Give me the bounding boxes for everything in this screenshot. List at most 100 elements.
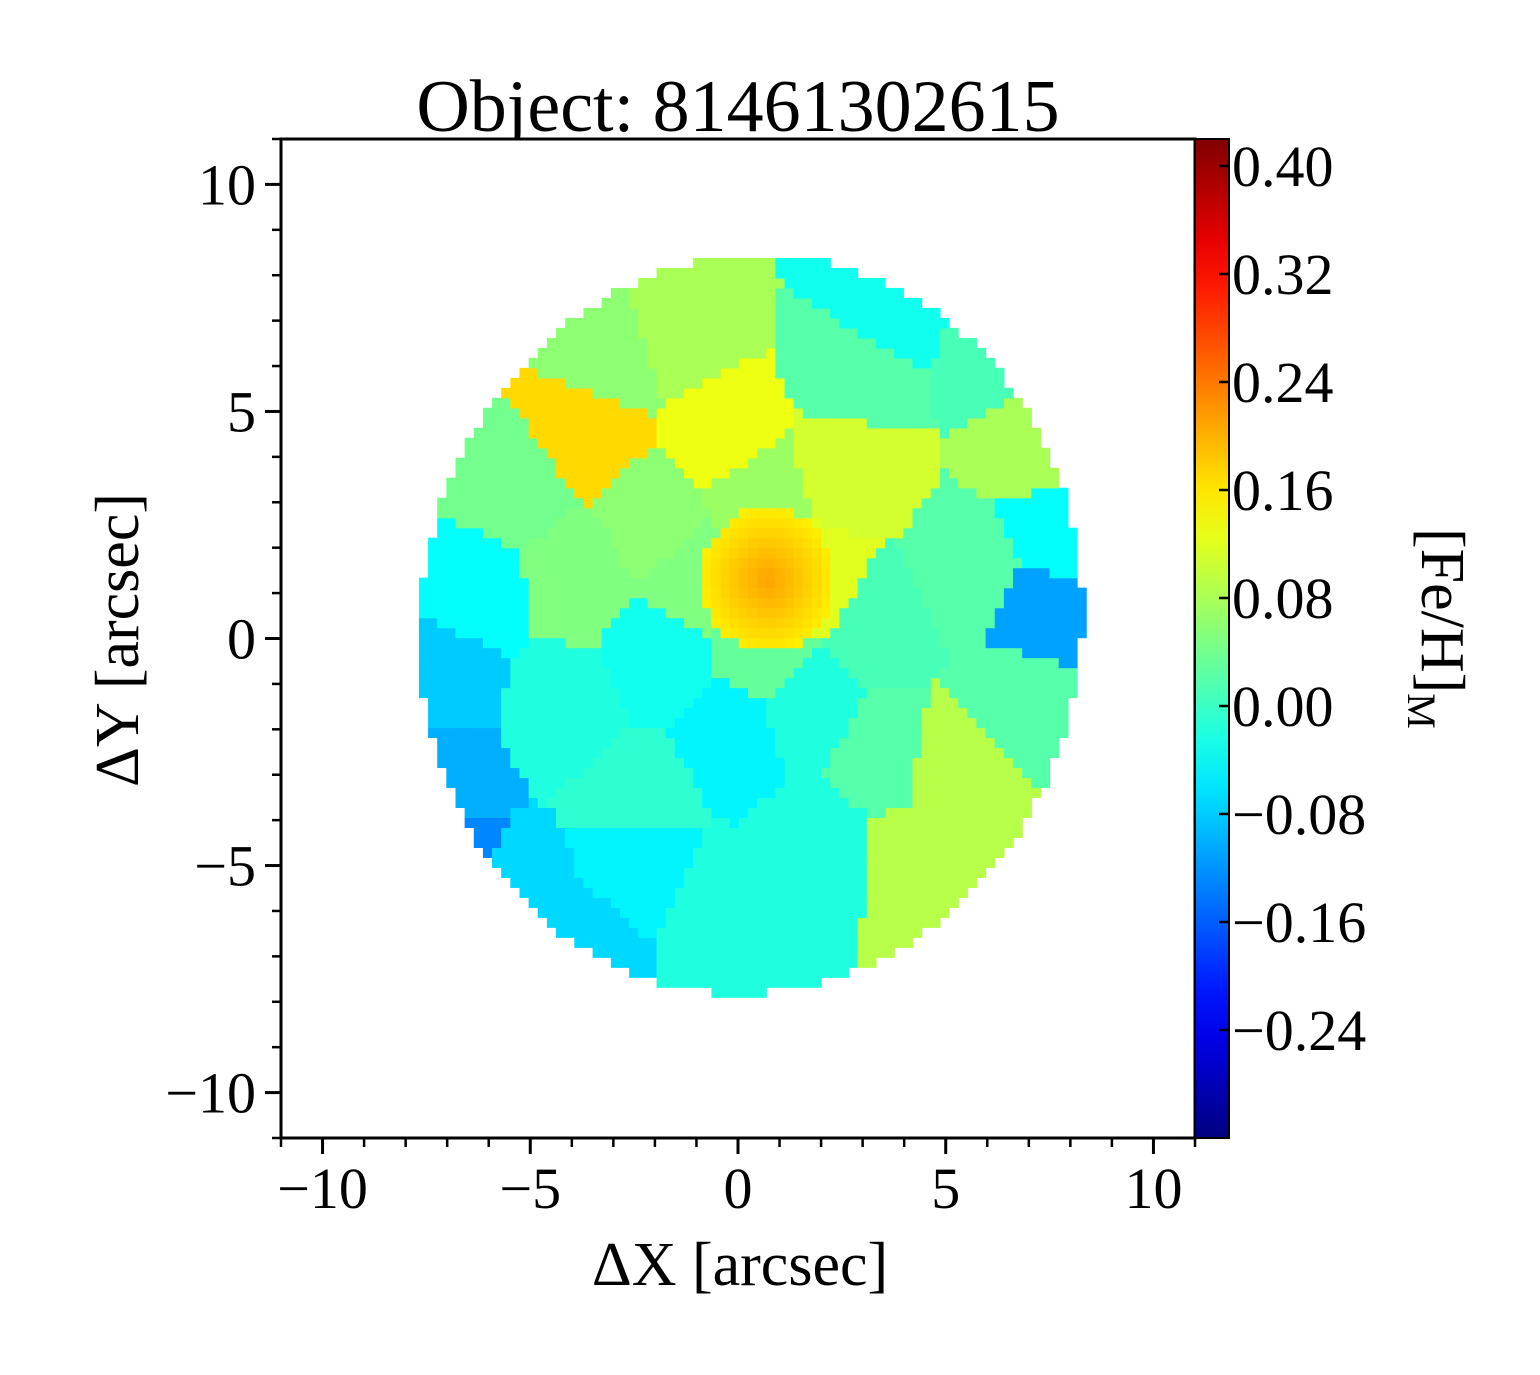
map-pixel (912, 927, 923, 938)
map-pixel (446, 707, 457, 719)
map-pixel (784, 907, 795, 918)
map-pixel (1058, 647, 1069, 659)
map-pixel (930, 397, 941, 409)
map-pixel (930, 517, 941, 529)
map-pixel (757, 577, 767, 589)
map-pixel (976, 667, 987, 679)
map-pixel (683, 767, 694, 779)
map-pixel (592, 767, 603, 779)
map-pixel (1040, 587, 1051, 599)
map-pixel (674, 967, 685, 978)
map-pixel (830, 357, 840, 369)
map-pixel (894, 607, 904, 619)
map-pixel (821, 707, 831, 719)
map-pixel (565, 647, 575, 659)
map-pixel (583, 347, 594, 359)
map-pixel (565, 397, 575, 409)
map-pixel (674, 497, 685, 509)
map-pixel (830, 797, 840, 809)
map-pixel (1022, 497, 1032, 509)
map-pixel (766, 287, 776, 299)
map-pixel (546, 837, 557, 848)
map-pixel (729, 337, 740, 349)
map-pixel (583, 877, 594, 888)
map-pixel (784, 417, 795, 429)
map-pixel (464, 647, 475, 659)
map-pixel (912, 807, 923, 819)
map-pixel (592, 927, 603, 938)
map-pixel (939, 627, 950, 639)
map-pixel (683, 277, 694, 289)
map-pixel (610, 877, 621, 888)
map-pixel (428, 597, 438, 609)
map-pixel (1049, 627, 1060, 639)
map-pixel (592, 487, 603, 499)
map-pixel (757, 567, 767, 579)
map-pixel (1031, 707, 1042, 719)
map-pixel (958, 437, 968, 449)
map-pixel (473, 787, 484, 799)
map-pixel (556, 657, 566, 669)
map-pixel (629, 447, 639, 459)
map-pixel (702, 487, 713, 499)
map-pixel (738, 857, 749, 868)
colorbar-tick-label: −0.08 (1232, 782, 1366, 847)
map-pixel (702, 297, 713, 309)
map-pixel (885, 287, 895, 299)
map-pixel (885, 917, 895, 928)
map-pixel (693, 577, 703, 589)
map-pixel (565, 327, 575, 339)
map-pixel (994, 437, 1005, 449)
map-pixel (674, 517, 685, 529)
map-pixel (629, 487, 639, 499)
map-pixel (546, 527, 557, 539)
map-pixel (811, 877, 822, 888)
map-pixel (629, 827, 639, 838)
map-pixel (546, 497, 557, 509)
map-pixel (629, 837, 639, 848)
map-pixel (894, 587, 904, 599)
map-pixel (693, 647, 703, 659)
map-pixel (802, 517, 813, 529)
map-pixel (665, 417, 676, 429)
map-pixel (885, 347, 895, 359)
map-pixel (729, 297, 740, 309)
map-pixel (665, 837, 676, 848)
map-pixel (994, 547, 1005, 559)
map-pixel (729, 657, 740, 669)
map-pixel (738, 457, 749, 469)
map-pixel (665, 307, 676, 319)
map-pixel (510, 877, 521, 888)
map-pixel (1003, 627, 1014, 639)
map-pixel (629, 587, 639, 599)
map-pixel (702, 277, 713, 289)
map-pixel (519, 517, 530, 529)
map-pixel (1031, 747, 1042, 759)
map-pixel (821, 277, 831, 289)
map-pixel (610, 537, 621, 549)
map-pixel (839, 457, 850, 469)
map-pixel (912, 627, 923, 639)
map-pixel (729, 427, 740, 439)
map-pixel (720, 777, 731, 789)
map-pixel (510, 437, 521, 449)
map-pixel (574, 427, 585, 439)
map-pixel (967, 407, 978, 419)
map-pixel (866, 377, 877, 389)
map-pixel (546, 717, 557, 729)
map-pixel (537, 827, 548, 838)
map-pixel (866, 417, 877, 429)
map-pixel (875, 867, 886, 878)
map-pixel (601, 597, 612, 609)
map-pixel (729, 707, 740, 719)
map-pixel (866, 857, 877, 868)
map-pixel (1022, 587, 1032, 599)
map-pixel (930, 537, 941, 549)
map-pixel (958, 347, 968, 359)
map-pixel (848, 647, 859, 659)
map-pixel (1013, 697, 1023, 709)
map-pixel (802, 367, 813, 379)
map-pixel (565, 657, 575, 669)
map-pixel (757, 357, 767, 369)
map-pixel (629, 367, 639, 379)
